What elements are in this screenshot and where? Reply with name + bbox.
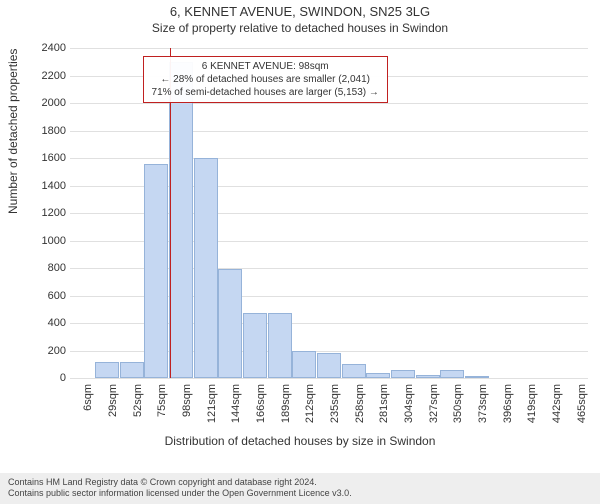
y-tick-label: 800: [36, 262, 66, 274]
annotation-line: 71% of semi-detached houses are larger (…: [152, 86, 379, 99]
histogram-bar: [169, 62, 193, 378]
footer-line1: Contains HM Land Registry data © Crown c…: [8, 477, 592, 489]
plot-region: 0200400600800100012001400160018002000220…: [70, 48, 588, 378]
histogram-bar: [144, 164, 168, 379]
page-title: 6, KENNET AVENUE, SWINDON, SN25 3LG: [0, 4, 600, 19]
y-tick-label: 2400: [36, 42, 66, 54]
y-tick-label: 600: [36, 290, 66, 302]
histogram-bar: [95, 362, 119, 379]
y-tick-label: 2200: [36, 70, 66, 82]
y-tick-label: 1000: [36, 235, 66, 247]
page-subtitle: Size of property relative to detached ho…: [0, 21, 600, 35]
histogram-bar: [317, 353, 341, 378]
gridline: [70, 378, 588, 379]
y-tick-label: 2000: [36, 97, 66, 109]
histogram-bar: [391, 370, 415, 378]
y-axis-label: Number of detached properties: [6, 49, 20, 214]
y-tick-label: 200: [36, 345, 66, 357]
y-tick-label: 0: [36, 372, 66, 384]
footer: Contains HM Land Registry data © Crown c…: [0, 473, 600, 504]
y-tick-label: 400: [36, 317, 66, 329]
annotation-line: 6 KENNET AVENUE: 98sqm: [152, 60, 379, 73]
histogram-bar: [268, 313, 292, 378]
gridline: [70, 158, 588, 159]
histogram-bar: [120, 362, 144, 379]
y-tick-label: 1800: [36, 125, 66, 137]
y-tick-label: 1400: [36, 180, 66, 192]
histogram-bar: [243, 313, 267, 378]
histogram-bar: [342, 364, 366, 378]
histogram-bar: [465, 376, 489, 378]
gridline: [70, 48, 588, 49]
annotation-box: 6 KENNET AVENUE: 98sqm← 28% of detached …: [143, 56, 388, 103]
footer-line2: Contains public sector information licen…: [8, 488, 592, 500]
histogram-bar: [218, 269, 242, 378]
y-tick-label: 1200: [36, 207, 66, 219]
gridline: [70, 103, 588, 104]
histogram-bar: [366, 373, 390, 379]
y-tick-label: 1600: [36, 152, 66, 164]
histogram-bar: [194, 158, 218, 378]
annotation-line: ← 28% of detached houses are smaller (2,…: [152, 73, 379, 86]
x-axis-label: Distribution of detached houses by size …: [0, 434, 600, 448]
gridline: [70, 131, 588, 132]
chart-area: 0200400600800100012001400160018002000220…: [40, 48, 588, 378]
histogram-bar: [440, 370, 464, 378]
histogram-bar: [416, 375, 440, 378]
histogram-bar: [292, 351, 316, 379]
